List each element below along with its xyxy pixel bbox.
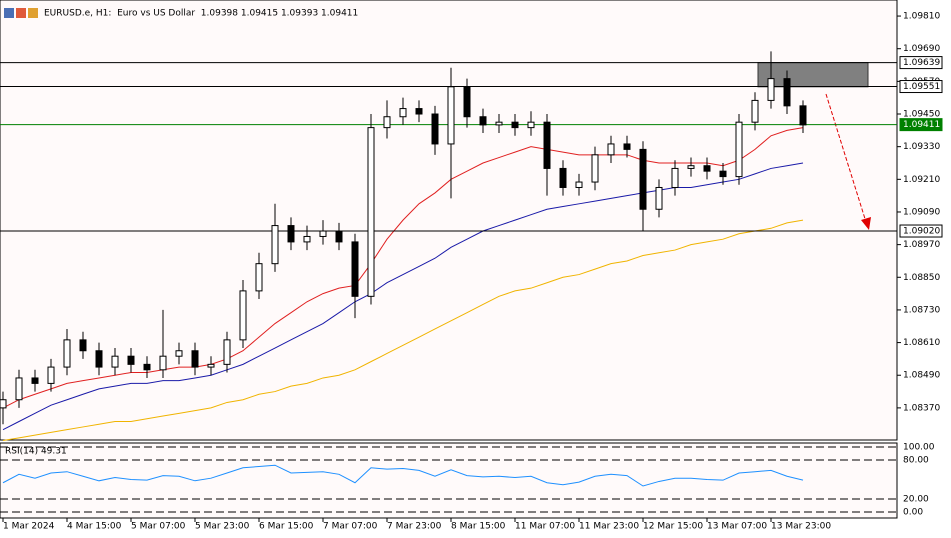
- candle-body: [79, 339, 87, 352]
- candle-body: [399, 108, 407, 118]
- candle-body: [447, 86, 455, 145]
- candle-body: [607, 143, 615, 156]
- rsi-tick-label: 100.00: [903, 443, 935, 453]
- candle-body: [591, 154, 599, 183]
- rsi-tick-label: 80.00: [903, 456, 929, 466]
- candle-body: [783, 78, 791, 107]
- x-tick-label: 1 Mar 2024: [3, 522, 55, 532]
- candle-body: [367, 127, 375, 297]
- x-tick-label: 5 Mar 07:00: [131, 522, 186, 532]
- level-box: [899, 118, 943, 132]
- candle-body: [159, 355, 167, 371]
- level-label: 1.09551: [903, 82, 940, 92]
- candle-body: [703, 165, 711, 172]
- candle-body: [127, 355, 135, 365]
- candle-body: [95, 350, 103, 368]
- y-tick-label: 1.08370: [903, 403, 940, 413]
- rsi-tick-label: 20.00: [903, 495, 929, 505]
- candle-body: [735, 121, 743, 178]
- candle-body: [223, 339, 231, 365]
- level-box: [899, 56, 943, 70]
- x-tick-label: 11 Mar 23:00: [579, 522, 639, 532]
- candle-body: [415, 108, 423, 115]
- y-tick-label: 1.09810: [903, 12, 940, 22]
- candle-body: [63, 339, 71, 368]
- candle-body: [175, 350, 183, 357]
- arrow-head: [861, 217, 871, 230]
- candle-body: [655, 186, 663, 210]
- x-tick-label: 7 Mar 23:00: [387, 522, 442, 532]
- candle-body: [255, 263, 263, 292]
- rsi-label: RSI(14) 49.31: [5, 447, 67, 457]
- y-tick-label: 1.09690: [903, 44, 940, 54]
- chart-title: EURUSD.e, H1: Euro vs US Dollar 1.09398 …: [44, 9, 358, 19]
- rsi-line: [2, 464, 804, 487]
- rsi-pane: [0, 442, 898, 519]
- x-tick-label: 8 Mar 15:00: [451, 522, 506, 532]
- candle-body: [623, 143, 631, 150]
- x-tick-label: 13 Mar 23:00: [771, 522, 831, 532]
- level-box: [899, 224, 943, 238]
- candle-body: [31, 377, 39, 384]
- y-tick-label: 1.08970: [903, 240, 940, 250]
- candle-body: [15, 377, 23, 401]
- candle-body: [351, 241, 359, 297]
- candle-body: [191, 350, 199, 368]
- candle-body: [239, 290, 247, 341]
- x-tick-label: 11 Mar 07:00: [515, 522, 575, 532]
- candle-body: [47, 366, 55, 384]
- y-tick-label: 1.08490: [903, 371, 940, 381]
- candle-body: [319, 230, 327, 237]
- x-tick-label: 4 Mar 15:00: [67, 522, 122, 532]
- candle-body: [271, 225, 279, 265]
- y-tick-label: 1.08850: [903, 273, 940, 283]
- app-icons: [4, 8, 38, 18]
- candle-body: [431, 113, 439, 145]
- level-label: 1.09639: [903, 58, 940, 68]
- candle-body: [495, 121, 503, 126]
- candle-body: [639, 148, 647, 210]
- candle-body: [559, 167, 567, 188]
- y-tick-label: 1.09090: [903, 207, 940, 217]
- candle-body: [207, 363, 215, 368]
- candle-body: [751, 99, 759, 123]
- y-tick-label: 1.09210: [903, 175, 940, 185]
- candle-body: [527, 121, 535, 129]
- candle-body: [687, 165, 695, 169]
- candle-body: [383, 116, 391, 129]
- x-tick-label: 7 Mar 07:00: [323, 522, 378, 532]
- candle-body: [799, 105, 807, 126]
- candle-body: [463, 86, 471, 118]
- candle-body: [671, 167, 679, 188]
- candle-body: [543, 121, 551, 169]
- candle-body: [335, 230, 343, 243]
- moving-average: [2, 127, 804, 409]
- candle-body: [0, 399, 7, 409]
- x-tick-label: 12 Mar 15:00: [643, 522, 703, 532]
- candle-body: [303, 235, 311, 243]
- y-tick-label: 1.08730: [903, 305, 940, 315]
- candle-body: [111, 355, 119, 368]
- candle-body: [143, 363, 151, 371]
- y-tick-label: 1.09450: [903, 110, 940, 120]
- level-label: 1.09020: [903, 227, 940, 237]
- candle-body: [479, 116, 487, 126]
- rsi-tick-label: 0.00: [903, 508, 923, 518]
- candle-body: [287, 225, 295, 243]
- level-box: [899, 80, 943, 94]
- y-tick-label: 1.09330: [903, 142, 940, 152]
- candle-body: [719, 170, 727, 178]
- candle-body: [511, 121, 519, 129]
- forecast-arrow: [825, 93, 867, 223]
- x-tick-label: 13 Mar 07:00: [707, 522, 767, 532]
- moving-average: [2, 162, 804, 431]
- x-tick-label: 5 Mar 23:00: [195, 522, 250, 532]
- x-tick-label: 6 Mar 15:00: [259, 522, 314, 532]
- y-tick-label: 1.08610: [903, 338, 940, 348]
- moving-average: [2, 219, 804, 442]
- candle-body: [767, 78, 775, 101]
- candle-body: [575, 181, 583, 188]
- level-label: 1.09411: [903, 120, 940, 130]
